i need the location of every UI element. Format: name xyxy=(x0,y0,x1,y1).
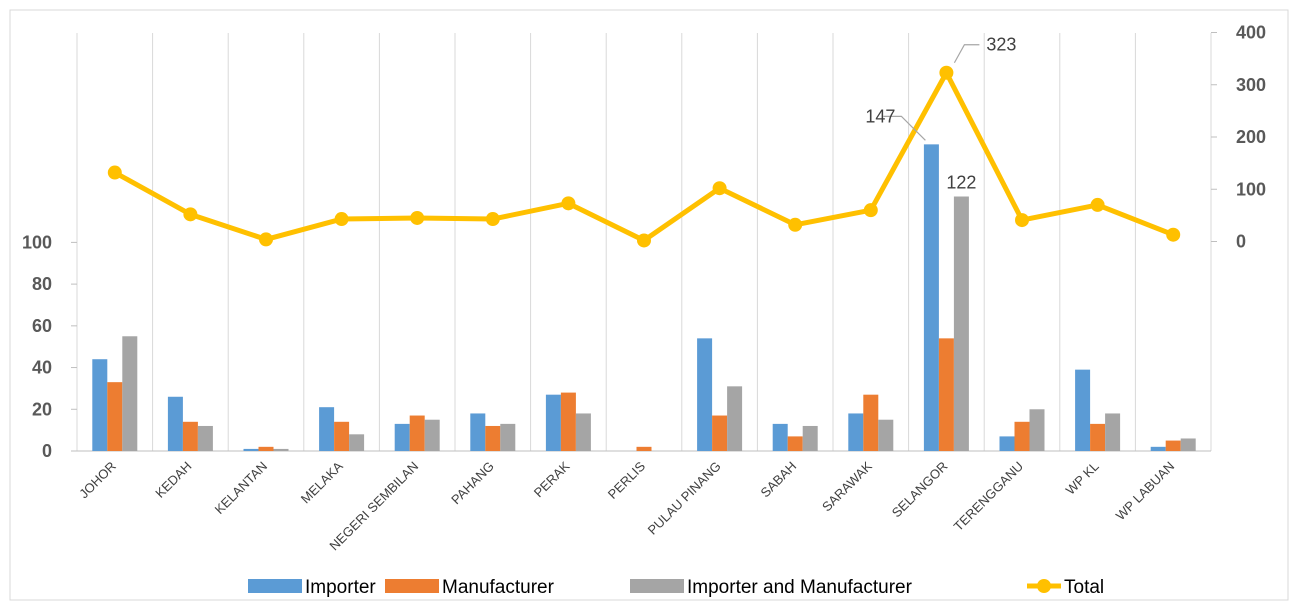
right-tick-label: 0 xyxy=(1236,232,1246,252)
bar-importer-and-manufacturer-sarawak xyxy=(878,419,894,451)
bar-importer-and-manufacturer-pahang xyxy=(500,423,516,451)
leader-line xyxy=(883,115,926,141)
total-point-kedah xyxy=(183,207,198,222)
bar-manufacturer-pahang xyxy=(485,425,501,451)
total-point-negeri-sembilan xyxy=(410,210,425,225)
data-label-total-selangor: 323 xyxy=(986,35,1016,55)
bar-importer-and-manufacturer-wp-labuan xyxy=(1180,438,1196,451)
total-point-pulau-pinang xyxy=(712,181,727,196)
data-labels: 323 147 122 xyxy=(865,35,1016,193)
total-point-pahang xyxy=(485,212,500,227)
bar-manufacturer-selangor xyxy=(938,338,954,451)
bar-manufacturer-pulau-pinang xyxy=(712,415,728,451)
bar-manufacturer-negeri-sembilan xyxy=(409,415,425,451)
right-tick-label: 400 xyxy=(1236,23,1266,43)
bar-importer-and-manufacturer-perak xyxy=(575,413,591,451)
bar-importer-perak xyxy=(545,394,561,451)
gridlines xyxy=(76,33,1212,451)
bar-importer-and-manufacturer-negeri-sembilan xyxy=(424,419,440,451)
bar-importer-and-manufacturer-pulau-pinang xyxy=(727,386,743,451)
total-line xyxy=(107,65,1181,248)
bar-importer-and-manufacturer-wp-kl xyxy=(1105,413,1121,451)
bar-importer-kedah xyxy=(167,396,183,451)
total-point-johor xyxy=(107,165,122,180)
legend: Importer Manufacturer Importer and Manufac… xyxy=(248,577,1104,598)
right-tick-label: 200 xyxy=(1236,127,1266,147)
left-tick-label: 40 xyxy=(32,358,52,378)
bar-importer-and-manufacturer-johor xyxy=(122,336,138,451)
bar-importer-selangor xyxy=(923,144,939,451)
total-point-sabah xyxy=(788,217,803,232)
legend-swatch-importer xyxy=(248,579,302,593)
bar-importer-johor xyxy=(92,359,108,451)
total-point-selangor xyxy=(939,65,954,80)
left-tick-label: 80 xyxy=(32,274,52,294)
left-tick-label: 60 xyxy=(32,316,52,336)
left-tick-label: 100 xyxy=(22,232,52,252)
bar-importer-and-manufacturer-melaka xyxy=(349,434,365,451)
bar-importer-wp-kl xyxy=(1075,369,1091,451)
bar-importer-kelantan xyxy=(243,448,259,451)
legend-label-manufacturer: Manufacturer xyxy=(442,577,555,598)
legend-swatch-importer-and-manufacturer xyxy=(630,579,684,593)
bar-manufacturer-melaka xyxy=(334,421,350,451)
bar-importer-negeri-sembilan xyxy=(394,423,410,451)
chart-border xyxy=(9,9,1289,601)
bar-importer-and-manufacturer-sabah xyxy=(802,425,818,451)
bar-manufacturer-sabah xyxy=(787,436,803,451)
bar-importer-sarawak xyxy=(848,413,864,451)
bar-manufacturer-wp-kl xyxy=(1090,423,1106,451)
total-point-kelantan xyxy=(259,232,273,247)
bar-manufacturer-perlis xyxy=(636,446,652,451)
bar-manufacturer-wp-labuan xyxy=(1165,440,1181,451)
data-label-importer-and-manufacturer-selangor: 122 xyxy=(946,173,976,193)
bar-importer-and-manufacturer-kedah xyxy=(197,425,213,451)
total-point-wp-kl xyxy=(1090,197,1105,212)
bar-manufacturer-kelantan xyxy=(258,446,274,451)
bar-manufacturer-perak xyxy=(560,392,576,451)
legend-marker-total xyxy=(1037,579,1051,593)
bar-importer-terengganu xyxy=(999,436,1015,451)
total-point-terengganu xyxy=(1015,213,1029,228)
legend-label-importer: Importer xyxy=(305,577,376,598)
bar-manufacturer-sarawak xyxy=(863,394,879,451)
bar-importer-and-manufacturer-kelantan xyxy=(273,448,289,451)
total-point-wp-labuan xyxy=(1166,227,1181,242)
bar-importer-and-manufacturer-terengganu xyxy=(1029,409,1045,451)
total-point-melaka xyxy=(334,212,349,227)
bar-importer-and-manufacturer-selangor xyxy=(953,196,969,451)
left-tick-label: 20 xyxy=(32,399,52,419)
right-tick-label: 100 xyxy=(1236,179,1266,199)
data-label-importer-selangor: 147 xyxy=(865,106,895,126)
total-point-perak xyxy=(561,196,576,211)
bar-manufacturer-terengganu xyxy=(1014,421,1030,451)
leader-line xyxy=(953,44,980,64)
legend-label-total: Total xyxy=(1064,577,1104,598)
bar-manufacturer-johor xyxy=(107,382,123,451)
bar-importer-wp-labuan xyxy=(1150,446,1166,451)
bar-importer-pulau-pinang xyxy=(697,338,713,451)
total-point-sarawak xyxy=(863,203,878,218)
legend-label-importer-and-manufacturer: Importer and Manufacturer xyxy=(687,577,913,598)
right-tick-label: 300 xyxy=(1236,75,1266,95)
bar-importer-pahang xyxy=(470,413,486,451)
bar-importer-sabah xyxy=(772,423,788,451)
legend-swatch-manufacturer xyxy=(385,579,439,593)
bar-importer-melaka xyxy=(319,407,335,451)
bars xyxy=(92,144,1196,451)
left-tick-label: 0 xyxy=(42,441,52,461)
total-point-perlis xyxy=(637,233,651,248)
bar-manufacturer-kedah xyxy=(182,421,198,451)
